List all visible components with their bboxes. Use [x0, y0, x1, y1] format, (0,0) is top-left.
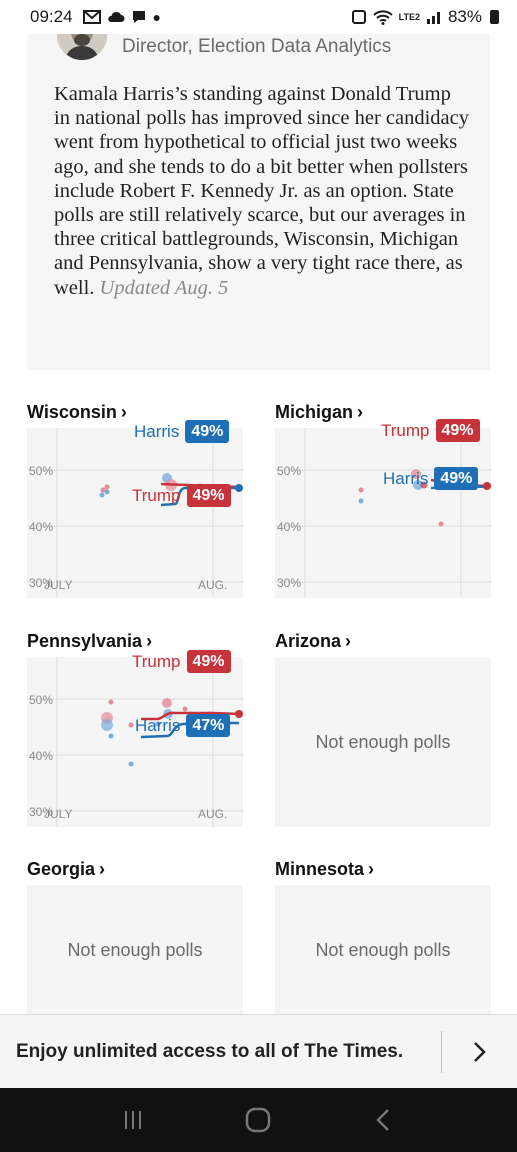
y-tick-30: 30%	[29, 805, 53, 819]
state-panel-pennsylvania[interactable]: Pennsylvania › 50% 40% 30%	[27, 631, 243, 827]
y-tick-40: 40%	[29, 520, 53, 534]
status-bar: 09:24 ● LTE2 83%	[0, 0, 517, 34]
trump-pct-badge: 49%	[186, 484, 231, 507]
not-enough-polls: Not enough polls	[275, 885, 491, 1016]
status-time: 09:24	[30, 7, 73, 26]
dot-icon: ●	[152, 9, 162, 25]
state-panel-wisconsin[interactable]: Wisconsin › 50% 40% 30% JULY AUG.	[27, 402, 243, 598]
chevron-right-icon: ›	[357, 402, 364, 422]
poll-chart-michigan: 50% 40% 30%	[275, 428, 491, 598]
wifi-icon	[372, 9, 393, 25]
y-tick-50: 50%	[29, 464, 53, 478]
not-enough-polls: Not enough polls	[27, 885, 243, 1016]
chat-icon	[132, 11, 145, 23]
trump-label: Trump 49%	[132, 650, 231, 673]
subscribe-text[interactable]: Enjoy unlimited access to all of The Tim…	[16, 1040, 404, 1062]
not-enough-polls: Not enough polls	[275, 657, 491, 827]
trump-label: Trump 49%	[132, 484, 231, 507]
state-name[interactable]: Pennsylvania ›	[27, 631, 153, 651]
cloud-icon	[107, 11, 125, 22]
chevron-right-icon: ›	[120, 402, 127, 422]
system-nav-bar	[0, 1088, 517, 1152]
y-tick-40: 40%	[277, 520, 301, 534]
y-tick-30: 30%	[277, 576, 301, 590]
harris-pct-badge: 49%	[434, 467, 479, 490]
harris-pct-badge: 49%	[185, 420, 230, 443]
chevron-right-icon: ›	[345, 631, 352, 651]
poll-chart-wisconsin: 50% 40% 30% JULY AUG.	[27, 428, 243, 598]
gmail-icon	[82, 10, 101, 24]
subscribe-banner[interactable]: Enjoy unlimited access to all of The Tim…	[0, 1014, 517, 1088]
trump-label: Trump 49%	[381, 419, 480, 442]
poll-chart-pennsylvania: 50% 40% 30% JULY AUG.	[27, 657, 243, 827]
state-name[interactable]: Michigan ›	[275, 402, 364, 422]
state-panel-georgia[interactable]: Georgia › Not enough polls	[27, 859, 243, 1019]
battery-percent: 83%	[447, 7, 482, 26]
state-name[interactable]: Minnesota ›	[275, 859, 375, 879]
y-tick-30: 30%	[29, 576, 53, 590]
state-name[interactable]: Arizona ›	[275, 631, 352, 651]
trump-pct-badge: 49%	[435, 419, 480, 442]
y-tick-50: 50%	[29, 693, 53, 707]
network-label: LTE2	[398, 12, 420, 22]
state-name[interactable]: Wisconsin ›	[27, 402, 127, 422]
back-icon[interactable]	[364, 1100, 404, 1140]
banner-divider	[441, 1031, 442, 1073]
summary-text: Kamala Harris’s standing against Donald …	[54, 82, 469, 300]
summary-body: Kamala Harris’s standing against Donald …	[54, 83, 470, 299]
state-panel-michigan[interactable]: Michigan › 50% 40% 30% Trump 49% Harris 49%	[275, 402, 491, 598]
chevron-right-icon: ›	[146, 631, 153, 651]
battery-icon	[490, 10, 499, 24]
harris-label: Harris 47%	[135, 714, 231, 737]
y-tick-40: 40%	[29, 749, 53, 763]
harris-label: Harris 49%	[383, 467, 479, 490]
signal-icon	[426, 12, 440, 24]
x-tick-july-label: JULY	[44, 578, 73, 592]
state-panel-arizona[interactable]: Arizona › Not enough polls	[275, 631, 491, 827]
chevron-right-icon: ›	[99, 859, 106, 879]
chevron-right-icon[interactable]	[465, 1035, 495, 1069]
author-title: Director, Election Data Analytics	[122, 36, 392, 57]
y-tick-50: 50%	[277, 464, 301, 478]
state-panel-minnesota[interactable]: Minnesota › Not enough polls	[275, 859, 491, 1019]
chevron-right-icon: ›	[368, 859, 375, 879]
harris-label: Harris 49%	[134, 420, 230, 443]
trump-pct-badge: 49%	[186, 650, 231, 673]
recent-apps-icon[interactable]	[113, 1100, 153, 1140]
home-icon[interactable]	[238, 1100, 278, 1140]
analysis-card: Director, Election Data Analytics Kamala…	[27, 10, 490, 370]
x-tick-aug-label: AUG.	[198, 578, 228, 592]
state-name[interactable]: Georgia ›	[27, 859, 106, 879]
x-tick-aug-label: AUG.	[198, 807, 228, 821]
sync-icon	[351, 10, 366, 24]
harris-pct-badge: 47%	[186, 714, 231, 737]
updated-date: Updated Aug. 5	[99, 276, 229, 299]
x-tick-july-label: JULY	[44, 807, 73, 821]
